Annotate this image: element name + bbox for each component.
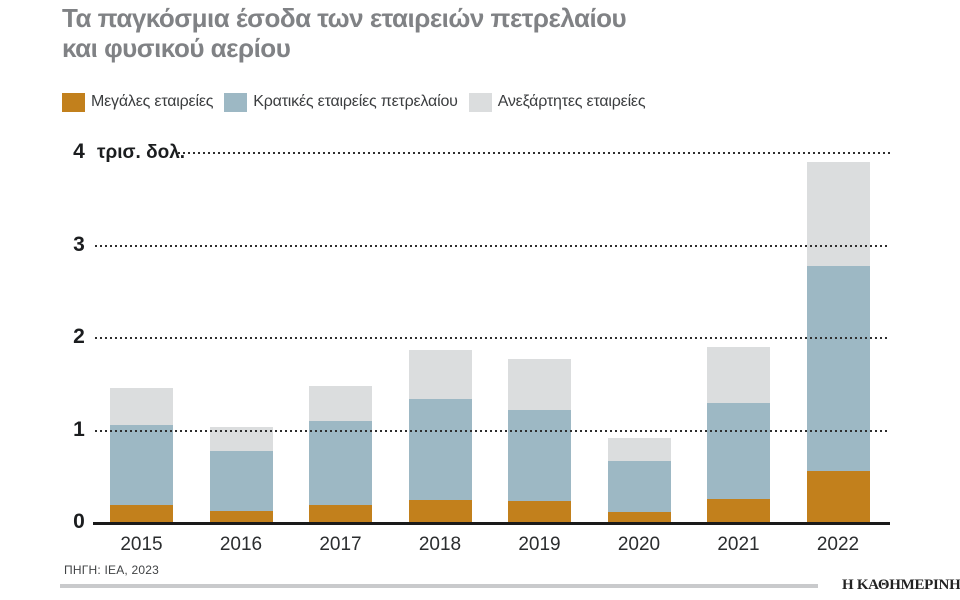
publisher-logo: Η ΚΑΘΗΜΕΡΙΝΗ <box>842 577 960 593</box>
bar-2022-segment-3 <box>806 161 870 267</box>
footer-divider-line <box>60 584 818 588</box>
legend-item-1: Μεγάλες εταιρείες <box>62 92 214 112</box>
chart-title-line1: Τα παγκόσμια έσοδα των εταιρειών πετρελα… <box>62 3 627 33</box>
x-axis-label-2018: 2018 <box>418 534 462 555</box>
bar-2022-segment-2 <box>806 266 870 472</box>
chart-title: Τα παγκόσμια έσοδα των εταιρειών πετρελα… <box>62 3 822 63</box>
y-axis-tick-4: 4 <box>73 140 85 164</box>
source-note: ΠΗΓΗ: ΙΕΑ, 2023 <box>64 563 159 577</box>
bar-2019-segment-3 <box>508 358 571 411</box>
gridline-y4 <box>178 152 890 155</box>
gridline-y3 <box>95 244 890 247</box>
bar-2018-segment-1 <box>408 499 472 523</box>
bar-2020-segment-3 <box>607 437 671 462</box>
bar-2017-segment-2 <box>309 421 372 505</box>
x-axis-line <box>93 521 890 525</box>
legend-item-3: Ανεξάρτητες εταιρείες <box>468 92 646 112</box>
legend-label: Ανεξάρτητες εταιρείες <box>497 93 646 110</box>
legend-swatch-icon <box>468 92 492 112</box>
bar-2017-segment-1 <box>309 504 372 523</box>
y-axis-tick-2: 2 <box>73 325 85 349</box>
bar-2021-segment-2 <box>707 402 770 499</box>
y-axis-tick-1: 1 <box>73 417 85 441</box>
bar-2018-segment-3 <box>408 350 472 400</box>
bar-2021-segment-1 <box>707 498 770 523</box>
bar-2015-segment-2 <box>110 425 173 506</box>
y-axis-tick-3: 3 <box>73 232 85 256</box>
bar-2017-segment-3 <box>309 386 372 422</box>
x-axis-label-2019: 2019 <box>518 534 561 555</box>
legend-item-2: Κρατικές εταιρείες πετρελαίου <box>224 92 458 112</box>
legend-label: Κρατικές εταιρείες πετρελαίου <box>253 93 458 110</box>
bar-2015-segment-3 <box>110 388 173 426</box>
chart-legend: Μεγάλες εταιρείες Κρατικές εταιρείες πετρ… <box>62 92 656 112</box>
legend-swatch-icon <box>62 92 85 112</box>
bar-2015-segment-1 <box>110 505 173 523</box>
x-axis-label-2022: 2022 <box>816 534 860 555</box>
legend-swatch-icon <box>224 92 248 112</box>
bar-2016-segment-2 <box>209 450 273 511</box>
legend-label: Μεγάλες εταιρείες <box>91 93 214 110</box>
bar-2020-segment-2 <box>607 461 671 512</box>
bar-2020-segment-1 <box>607 511 671 523</box>
x-axis-label-2016: 2016 <box>219 534 263 555</box>
gridline-y2 <box>95 337 890 340</box>
x-axis-label-2021: 2021 <box>717 534 760 555</box>
bar-2019-segment-1 <box>508 500 571 523</box>
bar-2018-segment-2 <box>408 399 472 500</box>
bar-2019-segment-2 <box>508 410 571 501</box>
bar-2022-segment-1 <box>806 471 870 523</box>
bar-2021-segment-3 <box>707 346 770 403</box>
gridline-y1 <box>95 429 890 432</box>
bar-2016-segment-1 <box>209 510 273 523</box>
y-axis-tick-0: 0 <box>73 510 85 533</box>
x-axis-label-2015: 2015 <box>120 534 163 555</box>
chart-title-line2: και φυσικού αερίου <box>62 33 291 63</box>
y-axis-unit-label: τρισ. δολ. <box>97 142 186 164</box>
x-axis-label-2017: 2017 <box>319 534 362 555</box>
x-axis-label-2020: 2020 <box>617 534 661 555</box>
